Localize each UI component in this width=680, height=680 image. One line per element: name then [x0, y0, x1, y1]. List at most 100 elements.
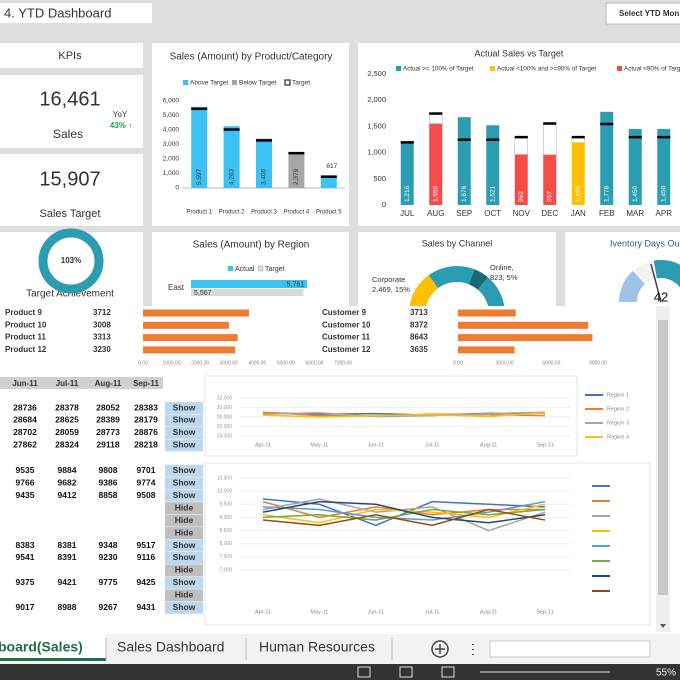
- achievement-label: Target Achievement: [26, 289, 114, 300]
- cell: 9535: [16, 465, 35, 475]
- cell: 28684: [13, 415, 37, 425]
- toggle-label: Show: [173, 552, 196, 562]
- cell: 28702: [13, 427, 37, 437]
- segment-label: 823, 5%: [490, 273, 518, 282]
- cell: 28773: [96, 427, 120, 437]
- row-label: Product 10: [5, 320, 47, 329]
- toggle-button[interactable]: [165, 514, 203, 527]
- legend-swatch: [183, 80, 188, 85]
- y-tick-label: 30,000: [217, 405, 233, 411]
- value-label: 5,597: [196, 168, 203, 185]
- tab-label[interactable]: Human Resources: [259, 639, 375, 655]
- row-value: 8372: [410, 320, 428, 329]
- column-header: Jun-11: [12, 379, 38, 388]
- sheet-bg: [0, 306, 680, 636]
- cell: 28383: [134, 402, 158, 412]
- toggle-button[interactable]: [165, 464, 203, 477]
- toggle-button[interactable]: [165, 489, 203, 502]
- toggle-button[interactable]: [165, 527, 203, 540]
- bar: [571, 142, 585, 205]
- cell: 9431: [137, 602, 156, 612]
- legend-label: Target: [292, 80, 310, 87]
- cell: 28324: [55, 440, 79, 450]
- value-label: 4,263: [228, 168, 235, 185]
- column-header: Sep-11: [133, 379, 159, 388]
- toggle-label: Show: [173, 540, 196, 550]
- scroll-arrow[interactable]: [660, 624, 666, 628]
- toggle-label: Show: [173, 478, 196, 488]
- series-line: [262, 500, 546, 524]
- scroll-thumb[interactable]: [658, 320, 668, 595]
- add-sheet-button[interactable]: [431, 640, 449, 658]
- y-tick-label: 26,000: [217, 424, 233, 430]
- target-marker: [320, 175, 337, 178]
- segment-label: Corporate: [372, 275, 405, 284]
- cell: 9267: [99, 602, 118, 612]
- target-card: [0, 154, 143, 226]
- x-tick-label: Aug-11: [480, 442, 497, 448]
- horizontal-scroll[interactable]: [489, 640, 651, 658]
- x-tick-label: 4000.00: [248, 360, 266, 366]
- toggle-button[interactable]: [165, 426, 203, 439]
- toggle-button[interactable]: [165, 477, 203, 490]
- y-tick-label: 3,000: [163, 141, 180, 148]
- cell: 9766: [16, 478, 35, 488]
- toggle-button[interactable]: [165, 601, 203, 614]
- value-label: 817: [326, 163, 337, 170]
- legend-swatch: [396, 66, 401, 71]
- active-tab[interactable]: [0, 634, 106, 662]
- toggle-label: Hide: [175, 502, 194, 512]
- target-marker: [514, 135, 528, 139]
- month-button[interactable]: [605, 2, 680, 25]
- row-label: Product 9: [5, 308, 42, 317]
- active-tab-label[interactable]: board(Sales): [0, 639, 83, 655]
- y-tick-label: 24,000: [217, 433, 233, 439]
- toggle-button[interactable]: [165, 502, 203, 515]
- view-break[interactable]: [441, 666, 455, 678]
- title-box: [0, 3, 152, 23]
- month-button-label[interactable]: Select YTD Mon: [619, 9, 679, 18]
- row-label: Customer 9: [322, 308, 367, 317]
- view-normal[interactable]: [357, 666, 371, 678]
- cell: 9230: [99, 552, 118, 562]
- toggle-button[interactable]: [165, 439, 203, 452]
- target-marker: [628, 135, 642, 139]
- legend-swatch: [228, 266, 233, 271]
- bar: [429, 123, 443, 205]
- achievement-value: 103%: [61, 256, 81, 265]
- toggle-button[interactable]: [165, 539, 203, 552]
- x-tick-label: 7000.00: [334, 360, 352, 366]
- cell: 9775: [99, 577, 118, 587]
- x-tick-label: May-11: [310, 609, 328, 615]
- cell: 9386: [99, 478, 118, 488]
- column-header: Aug-11: [95, 379, 122, 388]
- cell: 9375: [16, 577, 35, 587]
- tab-label[interactable]: Sales Dashboard: [117, 639, 224, 655]
- y-tick-label: 0: [382, 200, 386, 209]
- toggle-button[interactable]: [165, 589, 203, 602]
- legend-swatch: [257, 265, 264, 272]
- legend-label: Region 4: [607, 434, 629, 440]
- toggle-button[interactable]: [165, 551, 203, 564]
- cell: 28625: [55, 415, 79, 425]
- view-layout[interactable]: [399, 666, 413, 678]
- bar: [288, 153, 305, 188]
- target-marker: [657, 135, 671, 139]
- gauge-band: [653, 260, 680, 288]
- toggle-button[interactable]: [165, 564, 203, 577]
- legend-label: Above Target: [190, 80, 228, 87]
- yoy-value: 43% ↑: [110, 121, 132, 130]
- target-marker: [288, 151, 305, 155]
- x-tick-label: Jun-11: [368, 442, 384, 448]
- x-tick-label: Sep-11: [536, 609, 553, 615]
- toggle-button[interactable]: [165, 576, 203, 589]
- series-line: [262, 500, 546, 521]
- y-tick-label: 2,000: [163, 156, 180, 163]
- inventory-title: Iventory Days Ou: [610, 238, 680, 248]
- x-tick-label: NOV: [513, 209, 531, 218]
- toggle-button[interactable]: [165, 414, 203, 427]
- cell: 9435: [16, 490, 35, 500]
- bar: [543, 154, 557, 205]
- toggle-button[interactable]: [165, 402, 203, 414]
- x-tick-label: 3000.00: [220, 360, 238, 366]
